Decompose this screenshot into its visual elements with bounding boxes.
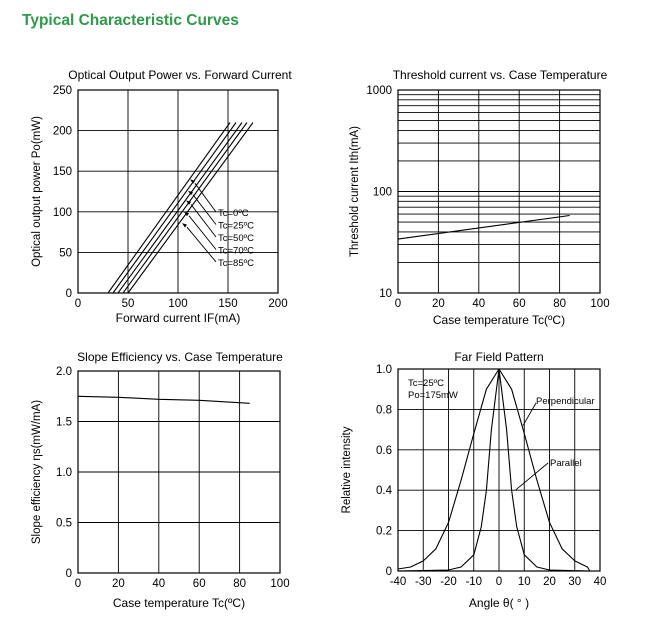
y-tick-label: 0.8: [376, 404, 392, 416]
y-tick-label: 0.6: [376, 445, 392, 457]
y-tick-label: 1.0: [56, 467, 72, 479]
chart-title: Optical Output Power vs. Forward Current: [68, 68, 292, 82]
x-tick-label: -40: [390, 576, 407, 588]
y-axis-label: Slope efficiency ηs(mW/mA): [31, 400, 43, 544]
y-axis-label: Relative intensity: [341, 426, 353, 513]
annotation-leader: [186, 226, 217, 263]
annotation-label: Perpendicular: [536, 396, 595, 407]
condition-label: Tc=25ºC: [408, 378, 444, 389]
annotation-leader: [194, 183, 217, 213]
x-tick-label: 20: [432, 298, 445, 310]
x-tick-label: 150: [218, 298, 237, 310]
x-tick-label: 80: [553, 298, 566, 310]
y-tick-label: 250: [53, 85, 72, 97]
y-tick-label: 200: [53, 126, 72, 138]
x-tick-label: 40: [152, 578, 165, 590]
x-tick-label: -30: [415, 576, 432, 588]
y-tick-label: 2.0: [56, 366, 72, 378]
y-tick-label: 0.5: [56, 518, 72, 530]
annotation-leader: [188, 215, 217, 250]
x-tick-label: 0: [496, 576, 502, 588]
y-tick-label: 50: [59, 247, 72, 259]
y-tick-label: 150: [53, 166, 72, 178]
x-tick-label: 60: [513, 298, 526, 310]
y-tick-label: 10: [379, 288, 392, 300]
series-line-tc-50-c: [117, 122, 243, 294]
chart-slope: 0 20 40 60 80 100 0 0.5 1.0 1.5 2.0 Slope Efficienc…: [31, 350, 290, 610]
x-tick-label: 0: [395, 298, 401, 310]
x-tick-label: -20: [440, 576, 457, 588]
x-tick-label: 200: [268, 298, 287, 310]
plot-frame: [77, 370, 281, 574]
chart-title: Far Field Pattern: [454, 350, 543, 364]
x-tick-label: 0: [75, 578, 81, 590]
y-tick-label: 1.5: [56, 417, 72, 429]
annotation-leader: [190, 204, 217, 238]
annotation-label: Tc=70ºC: [218, 246, 254, 257]
annotation-leader: [515, 462, 549, 491]
annotation-label: Tc=25ºC: [218, 221, 254, 232]
annotation-arrowhead: [182, 223, 187, 228]
series-line-ith: [397, 214, 570, 240]
chart-optical: 0 50 100 150 200 0 50 100 150 200 250 Optical Outpu…: [31, 68, 292, 325]
annotation-leader: [522, 402, 537, 426]
x-tick-label: 20: [112, 578, 125, 590]
x-tick-label: 50: [122, 298, 135, 310]
x-tick-label: 100: [270, 578, 289, 590]
annotation-arrowhead: [186, 200, 191, 205]
y-tick-label: 0.2: [376, 526, 392, 538]
series-line-parallel: [397, 368, 590, 572]
x-axis-label: Case temperature Tc(ºC): [433, 313, 565, 327]
condition-label: Po=175mW: [408, 390, 458, 401]
series-line-tc-25-c: [112, 122, 237, 294]
x-tick-label: 0: [75, 298, 81, 310]
series-line-tc-85-c: [127, 122, 254, 294]
x-tick-label: 30: [568, 576, 581, 588]
x-axis-label: Case temperature Tc(ºC): [113, 596, 245, 610]
y-axis-label: Threshold current Ith(mA): [349, 126, 361, 257]
y-tick-label: 100: [53, 207, 72, 219]
y-tick-label: 1.0: [376, 364, 392, 376]
annotation-leader: [192, 194, 217, 225]
grid-threshold: [397, 90, 601, 294]
plot-frame: [77, 89, 279, 294]
y-tick-label: 0: [66, 288, 72, 300]
x-tick-label: 10: [518, 576, 531, 588]
x-tick-label: -10: [465, 576, 482, 588]
series-line--s: [77, 395, 250, 404]
x-tick-label: 100: [168, 298, 187, 310]
x-tick-label: 20: [543, 576, 556, 588]
x-tick-label: 40: [472, 298, 485, 310]
y-tick-label: 0: [386, 566, 392, 578]
x-axis-label: Forward current IF(mA): [116, 311, 241, 325]
x-axis-label: Angle θ( ° ): [469, 596, 529, 610]
y-tick-label: 0: [66, 568, 72, 580]
annotation-label: Parallel: [550, 458, 582, 469]
x-tick-label: 60: [193, 578, 206, 590]
chart-farfield: -40 -30 -20 -10 0 10 20 30 40 0 0.2 0.4 0.6 0.8 1.0 Far…: [341, 350, 606, 610]
annotation-label: Tc=0ºC: [218, 208, 249, 219]
y-tick-label: 1000: [366, 85, 392, 97]
x-tick-label: 100: [590, 298, 609, 310]
y-tick-label: 0.4: [376, 485, 393, 497]
page-title: Typical Characteristic Curves: [22, 12, 239, 29]
series-line-tc-0-c: [107, 122, 231, 294]
series-line-tc-70-c: [122, 122, 248, 294]
x-tick-label: 80: [233, 578, 246, 590]
x-tick-label: 40: [594, 576, 607, 588]
annotation-label: Tc=85ºC: [218, 258, 254, 269]
y-axis-label: Optical output power Po(mW): [31, 116, 43, 267]
plot-frame: [397, 89, 601, 294]
annotation-arrowhead: [190, 179, 195, 184]
chart-title: Slope Efficiency vs. Case Temperature: [77, 350, 283, 364]
annotation-arrowhead: [184, 211, 189, 217]
y-tick-label: 100: [373, 187, 392, 199]
annotation-arrowhead: [188, 190, 193, 196]
grid-slope: [77, 370, 281, 574]
annotation-label: Tc=50ºC: [218, 233, 254, 244]
chart-title: Threshold current vs. Case Temperature: [393, 68, 608, 82]
